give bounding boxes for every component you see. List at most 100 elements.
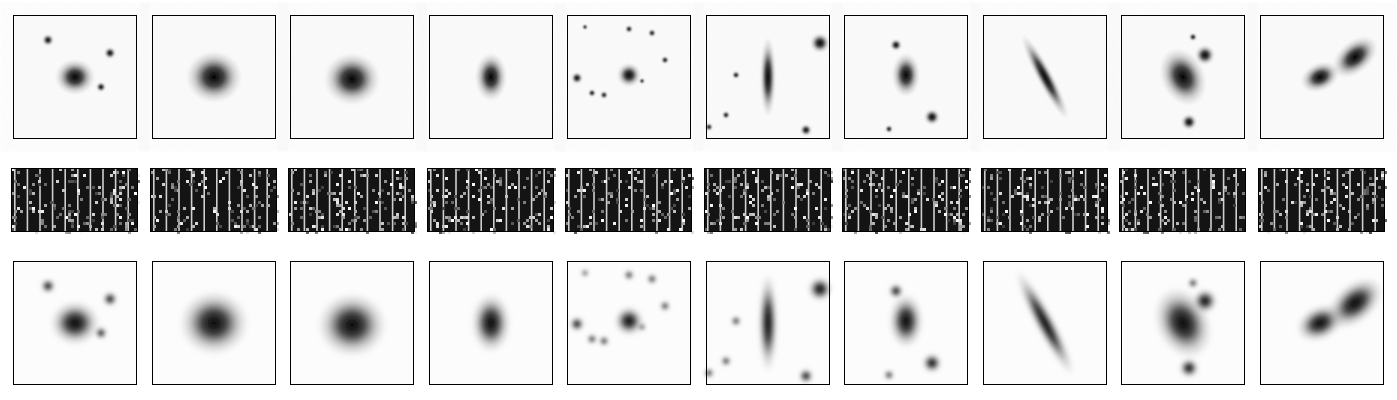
latent-cell <box>806 219 809 222</box>
latent-cell <box>550 174 553 177</box>
latent-cell <box>764 186 767 189</box>
latent-cell <box>827 228 830 231</box>
latent-cell <box>321 213 324 216</box>
latent-cell <box>1282 198 1285 201</box>
latent-cell <box>487 195 490 198</box>
star <box>1326 277 1384 329</box>
latent-cell <box>11 168 14 171</box>
latent-cell <box>713 222 716 225</box>
latent-cell <box>309 207 312 210</box>
latent-cell <box>682 213 685 216</box>
latent-cell <box>953 186 956 189</box>
latent-cell <box>923 192 926 195</box>
latent-cell <box>125 225 128 228</box>
latent-cell <box>186 180 189 183</box>
latent-stripe <box>543 168 545 232</box>
latent-cell <box>125 207 128 210</box>
latent-cell <box>330 192 333 195</box>
latent-stripe <box>14 168 16 232</box>
latent-cell <box>472 231 475 234</box>
star <box>1195 45 1215 65</box>
image-panel <box>152 261 276 385</box>
latent-cell <box>956 219 959 222</box>
latent-cell <box>303 201 306 204</box>
latent-cell <box>761 204 764 207</box>
latent-cell <box>366 174 369 177</box>
latent-cell <box>411 231 414 234</box>
latent-cell <box>962 174 965 177</box>
latent-stripe <box>266 168 268 232</box>
latent-stripe <box>253 168 256 232</box>
latent-cell <box>243 189 246 192</box>
latent-cell <box>1324 204 1327 207</box>
latent-cell <box>776 189 779 192</box>
latent-cell <box>938 210 941 213</box>
latent-cell <box>863 180 866 183</box>
image-panel <box>983 261 1107 385</box>
image-panel <box>1121 261 1245 385</box>
latent-cell <box>318 210 321 213</box>
latent-cell <box>487 201 490 204</box>
latent-cell <box>336 183 339 186</box>
latent-cell <box>848 204 851 207</box>
latent-cell <box>276 228 279 231</box>
latent-cell <box>649 207 652 210</box>
latent-cell <box>881 216 884 219</box>
latent-stripe <box>744 168 747 232</box>
image-panel <box>13 261 137 385</box>
latent-cell <box>1345 171 1348 174</box>
latent-cell <box>914 207 917 210</box>
latent-cell <box>336 225 339 228</box>
latent-cell <box>1008 216 1011 219</box>
panel-border <box>567 261 691 385</box>
latent-cell <box>583 195 586 198</box>
latent-stripe <box>984 168 986 232</box>
latent-cell <box>806 192 809 195</box>
latent-cell <box>821 222 824 225</box>
latent-cell <box>32 192 35 195</box>
latent-stripe <box>920 168 923 232</box>
latent-cell <box>381 201 384 204</box>
latent-stripe <box>77 168 79 232</box>
latent-cell <box>1185 195 1188 198</box>
latent-cell <box>101 213 104 216</box>
latent-cell <box>1270 222 1273 225</box>
latent-cell <box>529 225 532 228</box>
latent-cell <box>592 174 595 177</box>
latent-cell <box>180 222 183 225</box>
latent-cell <box>192 171 195 174</box>
latent-cell <box>336 213 339 216</box>
latent-cell <box>381 228 384 231</box>
latent-cell <box>1038 219 1041 222</box>
latent-cell <box>691 186 694 189</box>
latent-cell <box>1173 189 1176 192</box>
latent-cell <box>442 195 445 198</box>
latent-cell <box>869 210 872 213</box>
latent-cell <box>740 195 743 198</box>
latent-cell <box>1336 216 1339 219</box>
latent-cell <box>544 192 547 195</box>
latent-cell <box>881 177 884 180</box>
latent-cell <box>1363 171 1366 174</box>
latent-cell <box>523 201 526 204</box>
latent-cell <box>941 192 944 195</box>
latent-cell <box>116 213 119 216</box>
latent-cell <box>1303 195 1306 198</box>
latent-cell <box>484 210 487 213</box>
latent-cell <box>776 174 779 177</box>
latent-cell <box>402 228 405 231</box>
latent-cell <box>625 198 628 201</box>
latent-cell <box>935 180 938 183</box>
latent-cell <box>1291 168 1294 171</box>
latent-cell <box>752 204 755 207</box>
star <box>600 91 608 99</box>
latent-cell <box>490 186 493 189</box>
latent-cell <box>1170 180 1173 183</box>
latent-cell <box>333 225 336 228</box>
latent-cell <box>201 180 204 183</box>
latent-cell <box>968 195 971 198</box>
star <box>599 336 609 346</box>
latent-stripe <box>908 168 910 232</box>
star <box>722 111 730 119</box>
latent-cell <box>959 174 962 177</box>
